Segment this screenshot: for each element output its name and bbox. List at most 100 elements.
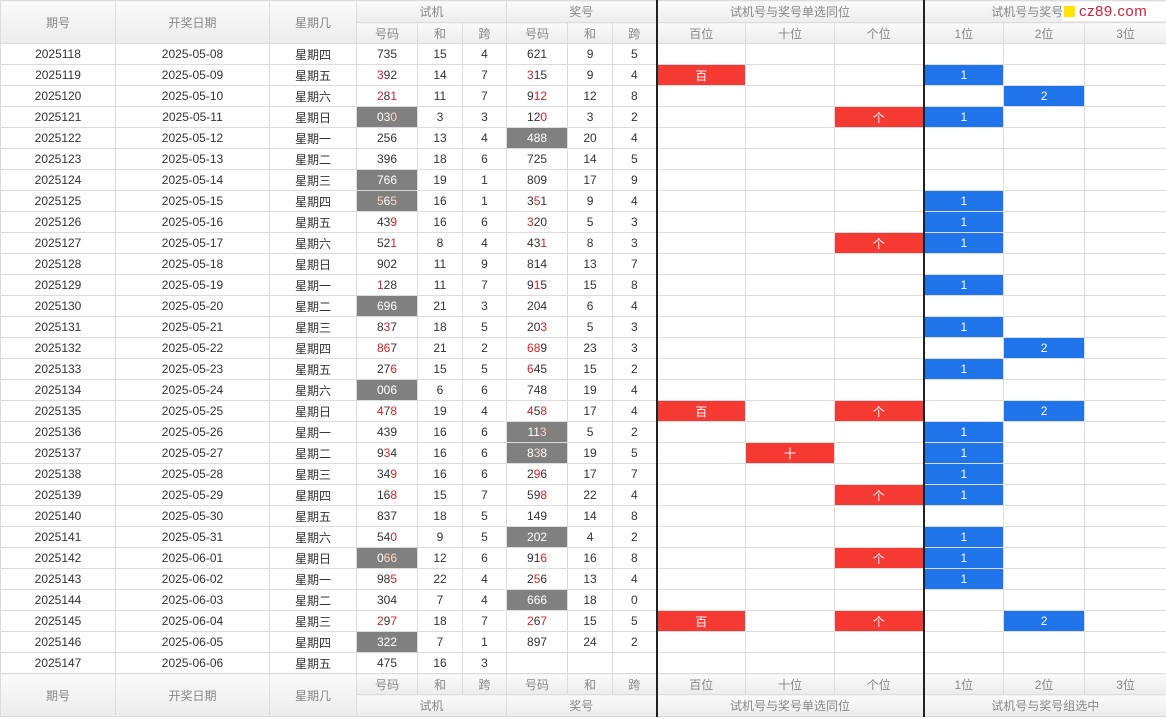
test-span-cell: 4 <box>461 568 508 590</box>
weekday-cell: 星期六 <box>269 379 357 401</box>
footer-issue[interactable]: 期号 <box>0 673 116 717</box>
code-digit: 9 <box>540 173 548 187</box>
table-row: 2025123 2025-05-13 星期二 396 18 6 725 14 5 <box>0 148 1166 170</box>
code-digit: 1 <box>533 278 541 292</box>
code-digit: 8 <box>527 446 534 460</box>
combo-2-cell <box>1003 127 1086 149</box>
prize-span-cell: 4 <box>612 379 658 401</box>
prize-code-cell: 621 <box>506 43 569 65</box>
issue-cell: 2025131 <box>0 316 116 338</box>
code-digit: 7 <box>390 320 398 334</box>
combo-1-cell <box>922 631 1005 653</box>
combo-1-cell <box>922 148 1005 170</box>
code-digit: 6 <box>390 383 398 397</box>
code-digit: 3 <box>527 68 534 82</box>
test-sum-cell: 11 <box>417 85 463 107</box>
pos-ten-cell: 十 <box>745 442 836 464</box>
test-span-cell: 5 <box>461 505 508 527</box>
pos-unit-cell: 个 <box>834 610 925 632</box>
date-cell: 2025-06-06 <box>115 652 270 674</box>
weekday-cell: 星期五 <box>269 505 357 527</box>
test-code-cell: 475 <box>356 652 418 674</box>
combo-1-cell <box>922 379 1005 401</box>
code-digit: 3 <box>383 446 391 460</box>
header-issue[interactable]: 期号 <box>0 0 116 44</box>
footer-weekday[interactable]: 星期几 <box>269 673 357 717</box>
prize-code-cell: 431 <box>506 232 569 254</box>
combo-1-cell: 1 <box>922 232 1005 254</box>
date-cell: 2025-05-27 <box>115 442 270 464</box>
site-logo[interactable]: cz89.com <box>1062 2 1166 21</box>
prize-sum-cell: 4 <box>567 526 614 548</box>
pos-ten-cell <box>745 43 836 65</box>
code-digit: 0 <box>533 299 541 313</box>
combo-1-cell: 1 <box>922 64 1005 86</box>
code-digit: 5 <box>540 68 548 82</box>
code-digit: 1 <box>527 425 534 439</box>
pos-unit-cell <box>834 316 925 338</box>
code-digit: 5 <box>540 278 548 292</box>
issue-cell: 2025122 <box>0 127 116 149</box>
combo-2-cell <box>1003 316 1086 338</box>
code-digit: 0 <box>376 383 384 397</box>
code-digit: 7 <box>527 383 534 397</box>
header-test-code: 号码 <box>356 22 418 44</box>
code-digit: 4 <box>390 446 398 460</box>
weekday-cell: 星期日 <box>269 400 357 422</box>
test-code-cell: 256 <box>356 127 418 149</box>
header-weekday[interactable]: 星期几 <box>269 0 357 44</box>
test-code-cell: 766 <box>356 169 418 191</box>
code-digit: 1 <box>540 236 548 250</box>
date-cell: 2025-05-16 <box>115 211 270 233</box>
issue-cell: 2025147 <box>0 652 116 674</box>
code-digit: 0 <box>533 530 541 544</box>
test-span-cell: 1 <box>461 169 508 191</box>
issue-cell: 2025128 <box>0 253 116 275</box>
pos-ten-cell <box>745 337 836 359</box>
prize-sum-cell: 17 <box>567 169 614 191</box>
pos-ten-cell <box>745 211 836 233</box>
pos-ten-cell <box>745 463 836 485</box>
combo-3-cell <box>1084 463 1166 485</box>
combo-2-cell: 2 <box>1003 85 1086 107</box>
combo-1-cell <box>922 85 1005 107</box>
date-cell: 2025-05-21 <box>115 316 270 338</box>
prize-code-cell: 748 <box>506 379 569 401</box>
prize-code-cell: 814 <box>506 253 569 275</box>
prize-sum-cell: 5 <box>567 211 614 233</box>
prize-sum-cell: 24 <box>567 631 614 653</box>
pos-hundred-cell <box>655 148 747 170</box>
pos-unit-cell <box>834 337 925 359</box>
code-digit: 6 <box>533 614 541 628</box>
weekday-cell: 星期二 <box>269 442 357 464</box>
test-span-cell: 6 <box>461 379 508 401</box>
code-digit: 0 <box>540 110 548 124</box>
header-date[interactable]: 开奖日期 <box>115 0 270 44</box>
test-sum-cell: 16 <box>417 442 463 464</box>
table-footer: 期号 开奖日期 星期几 号码 和 跨 号码 和 跨 百位 十位 个位 1位 2位… <box>0 673 1166 717</box>
prize-sum-cell: 16 <box>567 547 614 569</box>
test-code-cell: 478 <box>356 400 418 422</box>
pos-ten-cell <box>745 505 836 527</box>
prize-sum-cell: 22 <box>567 484 614 506</box>
weekday-cell: 星期六 <box>269 232 357 254</box>
header-test-sum: 和 <box>417 22 463 44</box>
weekday-cell: 星期四 <box>269 631 357 653</box>
prize-code-cell: 838 <box>506 442 569 464</box>
code-digit: 0 <box>383 593 391 607</box>
code-digit: 5 <box>383 131 391 145</box>
code-digit: 3 <box>383 509 391 523</box>
pos-hundred-cell <box>655 337 747 359</box>
combo-3-cell <box>1084 232 1166 254</box>
test-code-cell: 281 <box>356 85 418 107</box>
code-digit: 6 <box>540 572 548 586</box>
code-digit: 8 <box>527 257 534 271</box>
prize-span-cell: 2 <box>612 631 658 653</box>
test-sum-cell: 9 <box>417 526 463 548</box>
table-header: 期号 开奖日期 星期几 试机 奖号 试机号与奖号单选同位 试机号与奖号组选中 号… <box>0 0 1166 44</box>
footer-date[interactable]: 开奖日期 <box>115 673 270 717</box>
pos-ten-cell <box>745 106 836 128</box>
code-digit: 1 <box>390 236 398 250</box>
combo-2-cell <box>1003 253 1086 275</box>
code-digit: 3 <box>383 320 391 334</box>
